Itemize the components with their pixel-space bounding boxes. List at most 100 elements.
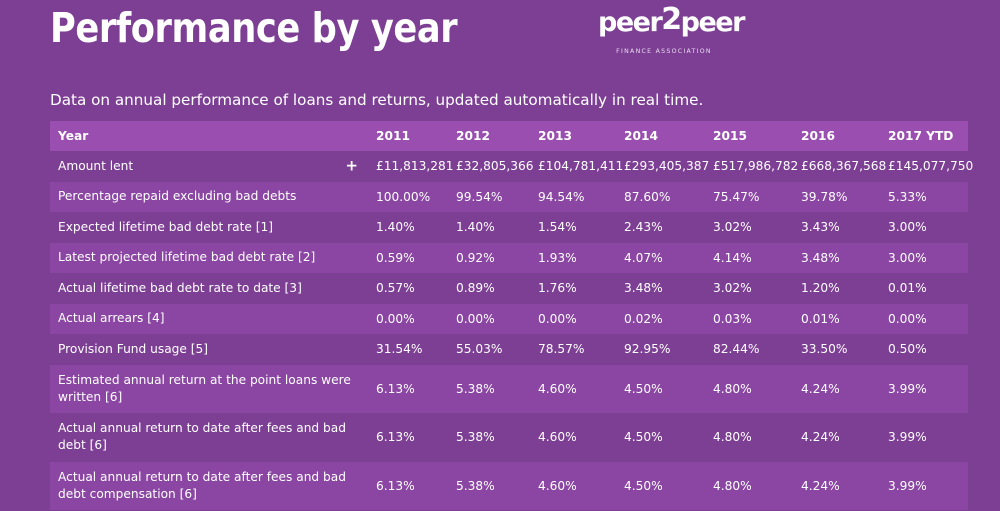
table-cell: 0.01%: [801, 311, 840, 326]
row-label: Amount lent: [58, 158, 134, 173]
table-cell: 94.54%: [538, 189, 585, 204]
column-header: 2012: [456, 129, 490, 143]
table-cell: 3.43%: [801, 220, 840, 235]
table-cell: 87.60%: [624, 189, 671, 204]
table-cell: 0.89%: [456, 281, 495, 296]
table-row: Actual arrears [4] 0.00% 0.00% 0.00% 0.02% 0.…: [50, 303, 968, 335]
table-cell: £104,781,411: [538, 159, 624, 174]
table-row: Percentage repaid excluding bad debts 100…: [50, 181, 968, 213]
table-cell: 100.00%: [376, 189, 431, 204]
column-header: Year: [58, 129, 89, 143]
table-row: Actual annual return to date after fees …: [50, 413, 968, 462]
table-cell: 3.00%: [888, 220, 927, 235]
table-cell: 4.80%: [713, 478, 752, 493]
table-row[interactable]: Amount lent + £11,813,281 £32,805,366 £104,7…: [50, 151, 974, 182]
table-cell: 1.93%: [538, 250, 577, 265]
row-label-cell: Expected lifetime bad debt rate [1]: [50, 212, 368, 243]
row-label: Provision Fund usage [5]: [58, 341, 209, 356]
table-cell: 4.60%: [538, 381, 577, 396]
table-cell: 1.76%: [538, 281, 577, 296]
table-cell: 78.57%: [538, 342, 585, 357]
table-cell: 4.50%: [624, 430, 663, 445]
table-cell: 0.00%: [456, 311, 495, 326]
row-label: Percentage repaid excluding bad debts: [58, 189, 297, 204]
table-cell: 55.03%: [456, 342, 503, 357]
table-cell: 6.13%: [376, 478, 415, 493]
logo-word-mid: 2: [661, 2, 682, 37]
row-label-cell: Actual lifetime bad debt rate to date [3…: [50, 273, 368, 304]
table-cell: 3.02%: [713, 220, 752, 235]
row-label: Estimated annual return at the point loa…: [58, 372, 351, 404]
intro-text: Data on annual performance of loans and …: [50, 91, 704, 109]
table-cell: 0.03%: [713, 311, 752, 326]
table-cell: £11,813,281: [376, 159, 454, 174]
logo-word-left: peer: [598, 7, 663, 38]
table-cell: 4.80%: [713, 381, 752, 396]
table-row: Actual lifetime bad debt rate to date [3…: [50, 273, 968, 304]
table-cell: 3.99%: [888, 381, 927, 396]
table-cell: 2.43%: [624, 220, 663, 235]
row-label: Actual lifetime bad debt rate to date [3…: [58, 280, 302, 295]
logo-word-right: peer: [680, 7, 746, 38]
column-header: 2017 YTD: [888, 129, 954, 143]
table-cell: 5.38%: [456, 381, 495, 396]
table-cell: 92.95%: [624, 342, 671, 357]
table-cell: 5.38%: [456, 478, 495, 493]
table-cell: 5.38%: [456, 430, 495, 445]
table-cell: £145,077,750: [888, 159, 974, 174]
table-cell: 0.59%: [376, 250, 415, 265]
row-label-cell: Actual arrears [4]: [50, 304, 368, 335]
table-cell: 0.50%: [888, 342, 927, 357]
table-cell: 4.24%: [801, 478, 840, 493]
table-cell: 4.24%: [801, 381, 840, 396]
table-cell: 4.50%: [624, 478, 663, 493]
performance-table: Year 2011 2012 2013 2014 2015 2016 2017 …: [50, 121, 974, 510]
table-cell: 39.78%: [801, 189, 848, 204]
page-title: Performance by year: [50, 4, 458, 52]
table-cell: 1.54%: [538, 220, 577, 235]
row-label-cell: Latest projected lifetime bad debt rate …: [50, 243, 368, 274]
table-body: Amount lent + £11,813,281 £32,805,366 £104,7…: [50, 151, 974, 510]
table-cell: 4.60%: [538, 430, 577, 445]
table-cell: 4.07%: [624, 250, 663, 265]
column-header: 2013: [538, 129, 572, 143]
column-header: 2015: [713, 129, 747, 143]
table-row: Expected lifetime bad debt rate [1] 1.40%…: [50, 212, 968, 243]
table-cell: 75.47%: [713, 189, 760, 204]
table-cell: 3.48%: [801, 250, 840, 265]
row-label: Actual annual return to date after fees …: [58, 469, 346, 501]
table-row: Actual annual return to date after fees …: [50, 461, 968, 510]
table-cell: 33.50%: [801, 342, 848, 357]
column-header: 2011: [376, 129, 410, 143]
peer2peer-logo: peer 2 peer FINANCE ASSOCIATION: [598, 2, 745, 60]
table-cell: 1.40%: [456, 220, 495, 235]
table-cell: £517,986,782: [713, 159, 799, 174]
row-label-cell: Percentage repaid excluding bad debts: [50, 182, 368, 213]
table-cell: 1.40%: [376, 220, 415, 235]
table-cell: 1.20%: [801, 281, 840, 296]
table-cell: 99.54%: [456, 189, 503, 204]
table-cell: 0.00%: [538, 311, 577, 326]
table-cell: 0.57%: [376, 281, 415, 296]
table-cell: £668,367,568: [801, 159, 887, 174]
row-label-cell: Estimated annual return at the point loa…: [50, 365, 368, 414]
table-cell: 31.54%: [376, 342, 423, 357]
table-cell: 3.00%: [888, 250, 927, 265]
row-label: Actual annual return to date after fees …: [58, 421, 346, 453]
logo-subtitle: FINANCE ASSOCIATION: [616, 48, 712, 55]
table-header-row: Year 2011 2012 2013 2014 2015 2016 2017 …: [50, 121, 968, 151]
table-cell: 3.48%: [624, 281, 663, 296]
table-row: Provision Fund usage [5] 31.54% 55.03% 78.5…: [50, 334, 968, 365]
table-row: Latest projected lifetime bad debt rate …: [50, 242, 968, 274]
table-cell: 3.02%: [713, 281, 752, 296]
table-cell: 3.99%: [888, 430, 927, 445]
row-label: Expected lifetime bad debt rate [1]: [58, 219, 274, 234]
plus-icon[interactable]: +: [345, 156, 358, 175]
table-cell: 4.24%: [801, 430, 840, 445]
table-cell: £293,405,387: [624, 159, 710, 174]
table-cell: 3.99%: [888, 478, 927, 493]
table-cell: 0.01%: [888, 281, 927, 296]
row-label-cell: Provision Fund usage [5]: [50, 334, 368, 365]
table-cell: 0.00%: [888, 311, 927, 326]
table-cell: 4.80%: [713, 430, 752, 445]
